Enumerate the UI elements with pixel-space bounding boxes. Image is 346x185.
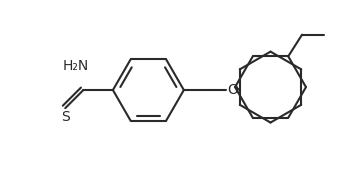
Text: S: S xyxy=(61,110,70,124)
Text: H₂N: H₂N xyxy=(62,59,89,73)
Text: O: O xyxy=(228,83,238,97)
